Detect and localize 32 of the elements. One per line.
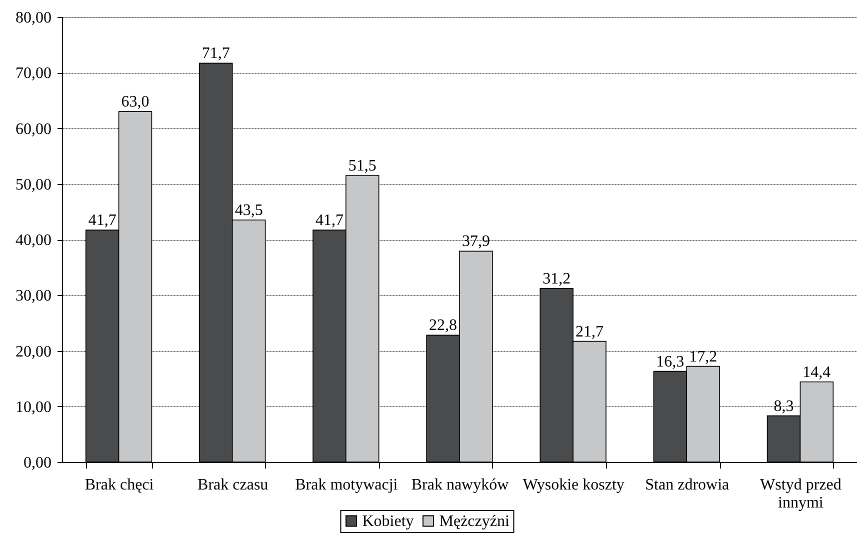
data-label: 71,7 <box>202 45 230 62</box>
y-tick-label: 70,00 <box>16 65 52 82</box>
x-tick-label: Brak motywacji <box>295 476 398 494</box>
y-tick-label: 10,00 <box>16 398 52 416</box>
data-label: 43,5 <box>234 202 263 220</box>
data-label: 16,3 <box>656 353 684 370</box>
data-label: 17,2 <box>689 348 718 366</box>
y-tick-label: 80,00 <box>16 10 52 26</box>
y-tick-label: 0,00 <box>24 454 52 472</box>
data-label: 41,7 <box>88 212 116 230</box>
data-label: 31,2 <box>542 270 571 288</box>
data-label: 41,7 <box>315 212 344 230</box>
y-tick-label: 60,00 <box>16 120 52 138</box>
x-tick-label: Brak nawyków <box>411 476 510 494</box>
data-label: 21,7 <box>576 323 604 340</box>
y-tick-label: 20,00 <box>16 343 52 360</box>
data-label: 51,5 <box>348 158 376 175</box>
y-tick-label: 40,00 <box>16 232 52 249</box>
data-label: 8,3 <box>774 398 794 415</box>
x-tick-label: Brak czasu <box>198 476 268 494</box>
data-label: 22,8 <box>429 317 458 334</box>
y-tick-label: 30,00 <box>16 288 52 305</box>
x-tick-label: Brak chęci <box>84 476 154 494</box>
data-label: 14,4 <box>802 364 831 381</box>
x-tick-label: Stan zdrowia <box>645 476 730 494</box>
x-tick-label: Wysokie koszty <box>522 476 624 494</box>
y-tick-label: 50,00 <box>16 176 52 194</box>
legend-label: Kobiety <box>362 513 414 530</box>
data-label: 37,9 <box>462 233 490 250</box>
legend-label: Mężczyźni <box>439 513 510 530</box>
x-tick-label: Wstyd przed innymi <box>760 476 842 512</box>
data-label: 63,0 <box>121 94 150 111</box>
